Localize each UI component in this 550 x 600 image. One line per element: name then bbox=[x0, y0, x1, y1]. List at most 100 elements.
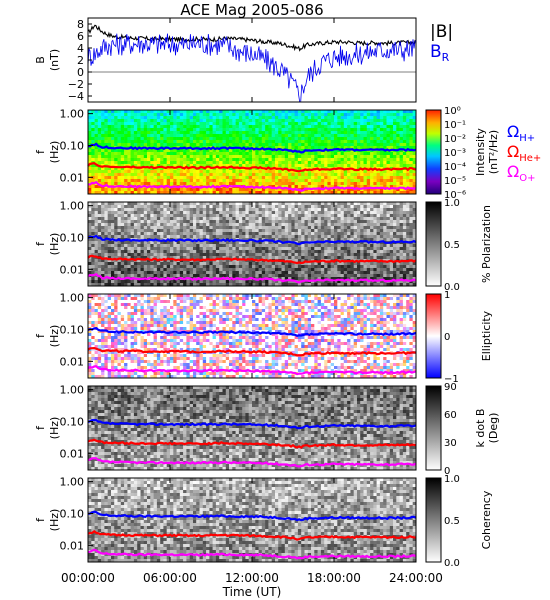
spectrogram-cell bbox=[133, 140, 138, 144]
spectrogram-cell bbox=[304, 235, 309, 239]
spectrogram-cell bbox=[412, 158, 417, 162]
spectrogram-cell bbox=[347, 188, 351, 192]
spectrogram-cell bbox=[304, 134, 309, 138]
spectrogram-cell bbox=[140, 125, 145, 129]
spectrogram-cell bbox=[370, 235, 374, 239]
spectrogram-cell bbox=[409, 220, 413, 224]
spectrogram-cell bbox=[373, 131, 377, 135]
spectrogram-cell bbox=[402, 134, 407, 138]
spectrogram-cell bbox=[294, 131, 299, 135]
spectrogram-cell bbox=[91, 185, 95, 189]
spectrogram-cell bbox=[202, 137, 207, 141]
spectrogram-cell bbox=[225, 176, 230, 180]
spectrogram-cell bbox=[222, 158, 227, 162]
spectrogram-cell bbox=[271, 170, 276, 174]
spectrogram-cell bbox=[268, 170, 272, 174]
spectrogram-cell bbox=[173, 214, 177, 218]
spectrogram-cell bbox=[294, 238, 299, 242]
spectrogram-cell bbox=[261, 110, 266, 114]
spectrogram-cell bbox=[334, 226, 338, 230]
spectrogram-cell bbox=[327, 116, 331, 120]
spectrogram-cell bbox=[189, 125, 194, 129]
spectrogram-cell bbox=[363, 143, 368, 147]
spectrogram-cell bbox=[396, 140, 400, 144]
spectrogram-cell bbox=[347, 208, 351, 212]
spectrogram-cell bbox=[193, 262, 197, 266]
spectrogram-cell bbox=[147, 134, 151, 138]
spectrogram-cell bbox=[334, 247, 338, 251]
spectrogram-cell bbox=[337, 110, 341, 114]
spectrogram-cell bbox=[170, 122, 174, 126]
spectrogram-cell bbox=[281, 253, 286, 257]
spectrogram-cell bbox=[379, 229, 384, 233]
spectrogram-cell bbox=[94, 205, 99, 209]
spectrogram-cell bbox=[409, 176, 413, 180]
spectrogram-cell bbox=[330, 191, 335, 195]
spectrogram-cell bbox=[202, 140, 207, 144]
spectrogram-cell bbox=[166, 134, 171, 138]
spectrogram-cell bbox=[255, 176, 259, 180]
spectrogram-cell bbox=[291, 211, 295, 215]
spectrogram-cell bbox=[215, 262, 220, 266]
spectrogram-cell bbox=[366, 110, 371, 114]
spectrogram-cell bbox=[147, 217, 151, 221]
spectrogram-cell bbox=[91, 232, 95, 236]
spectrogram-cell bbox=[173, 158, 177, 162]
spectrogram-cell bbox=[370, 205, 374, 209]
spectrogram-cell bbox=[258, 182, 263, 186]
spectrogram-cell bbox=[101, 211, 105, 215]
spectrogram-cell bbox=[127, 134, 131, 138]
spectrogram-cell bbox=[334, 217, 338, 221]
spectrogram-cell bbox=[337, 179, 341, 183]
spectrogram-cell bbox=[357, 173, 361, 177]
spectrogram-cell bbox=[196, 140, 200, 144]
spectrogram-cell bbox=[268, 134, 272, 138]
spectrogram-cell bbox=[199, 119, 204, 123]
spectrogram-cell bbox=[245, 158, 249, 162]
spectrogram-cell bbox=[206, 152, 210, 156]
spectrogram-cell bbox=[225, 134, 230, 138]
spectrogram-cell bbox=[268, 208, 272, 212]
spectrogram-cell bbox=[137, 152, 141, 156]
spectrogram-cell bbox=[314, 182, 318, 186]
spectrogram-cell bbox=[140, 232, 145, 236]
spectrogram-cell bbox=[271, 146, 276, 150]
spectrogram-cell bbox=[143, 140, 148, 144]
spectrogram-cell bbox=[248, 253, 253, 257]
spectrogram-cell bbox=[107, 176, 112, 180]
spectrogram-cell bbox=[94, 220, 99, 224]
spectrogram-cell bbox=[104, 202, 108, 206]
spectrogram-cell bbox=[327, 205, 331, 209]
spectrogram-cell bbox=[127, 217, 131, 221]
spectrogram-cell bbox=[232, 217, 236, 221]
spectrogram-cell bbox=[238, 158, 243, 162]
spectrogram-cell bbox=[379, 191, 384, 195]
spectrogram-cell bbox=[406, 205, 410, 209]
spectrogram-cell bbox=[304, 238, 309, 242]
spectrogram-cell bbox=[301, 125, 305, 129]
spectrogram-cell bbox=[393, 226, 397, 230]
spectrogram-cell bbox=[343, 229, 348, 233]
spectrogram-cell bbox=[97, 185, 102, 189]
spectrogram-cell bbox=[114, 164, 118, 168]
spectrogram-cell bbox=[88, 161, 92, 165]
spectrogram-cell bbox=[389, 128, 394, 132]
spectrogram-cell bbox=[284, 128, 289, 132]
spectrogram-cell bbox=[373, 137, 377, 141]
spectrogram-cell bbox=[219, 176, 223, 180]
spectrogram-cell bbox=[199, 214, 204, 218]
spectrogram-cell bbox=[222, 226, 227, 230]
spectrogram-cell bbox=[196, 244, 200, 248]
spectrogram-cell bbox=[153, 244, 158, 248]
spectrogram-cell bbox=[104, 134, 108, 138]
spectrogram-cell bbox=[373, 164, 377, 168]
spectrogram-cell bbox=[202, 214, 207, 218]
spectrogram-cell bbox=[347, 146, 351, 150]
spectrogram-cell bbox=[307, 185, 312, 189]
spectrogram-cell bbox=[245, 110, 249, 114]
spectrogram-cell bbox=[101, 253, 105, 257]
spectrogram-cell bbox=[153, 247, 158, 251]
spectrogram-cell bbox=[389, 179, 394, 183]
spectrogram-cell bbox=[94, 214, 99, 218]
spectrogram-cell bbox=[357, 250, 361, 254]
